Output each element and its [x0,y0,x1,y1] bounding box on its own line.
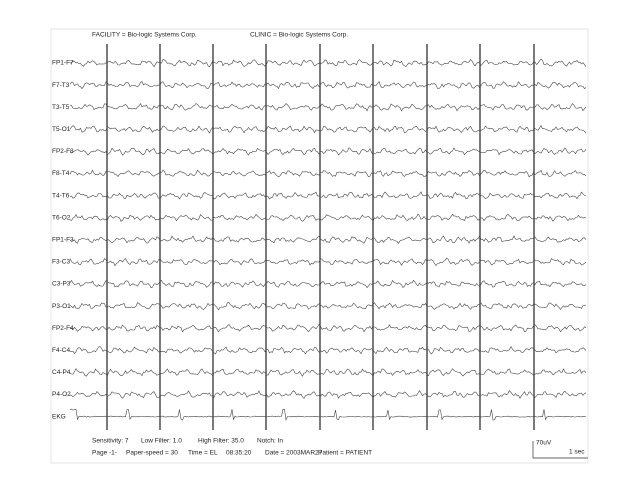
eeg-trace [69,345,587,355]
footer-item: Patient = PATIENT [318,450,372,457]
eeg-trace [69,147,587,156]
channel-label: P3-O1 [52,303,71,310]
eeg-trace [69,191,587,200]
channel-label: P4-O2 [52,391,71,398]
channel-label: FP2-F8 [52,148,74,155]
eeg-trace [69,124,587,134]
channel-label: F7-T3 [52,82,70,89]
channel-label: T6-O2 [52,214,71,221]
eeg-trace [69,323,587,333]
eeg-trace [69,279,587,289]
eeg-trace [69,102,587,112]
footer-item: Date = 2003MAR27 [265,450,323,457]
eeg-trace [69,257,587,267]
eeg-trace [69,368,587,377]
channel-label: F3-C3 [52,259,70,266]
clinic: CLINIC = Bio-logic Systems Corp. [250,32,348,39]
channel-label: EKG [52,413,66,420]
footer-item: Low Filter: 1.0 [141,438,182,445]
eeg-trace [69,58,587,68]
channel-label: F8-T4 [52,170,70,177]
facility: FACILITY = Bio-logic Systems Corp. [92,32,197,39]
channel-label: C3-P3 [52,281,71,288]
footer-item: Paper-speed = 30 [126,450,178,457]
channel-label: FP1-F3 [52,237,74,244]
channel-label: T3-T5 [52,104,70,111]
channel-label: F4-C4 [52,347,70,354]
footer-item: Notch: In [257,438,283,445]
channel-label: T5-O1 [52,126,71,133]
calibration-bracket [532,441,588,459]
eeg-trace [69,390,587,399]
eeg-trace [69,235,587,244]
channel-label: T4-T6 [52,192,70,199]
eeg-trace [69,80,587,90]
footer-item: Time = EL [188,450,218,457]
channel-label: FP1-F7 [52,60,74,67]
calibration-amplitude: 70uV [536,440,552,447]
eeg-trace [69,213,587,222]
footer-item: High Filter: 35.0 [198,438,244,445]
footer-item: Sensitivity: 7 [92,438,129,445]
channel-label: FP2-F4 [52,325,74,332]
footer-item: Page -1- [92,450,117,457]
eeg-trace [69,302,587,311]
footer-item: 08:35:20 [226,450,252,457]
channel-label: C4-P4 [52,369,71,376]
eeg-trace [69,169,587,178]
calibration-time: 1 sec [569,449,585,456]
eeg-trace [69,408,587,421]
